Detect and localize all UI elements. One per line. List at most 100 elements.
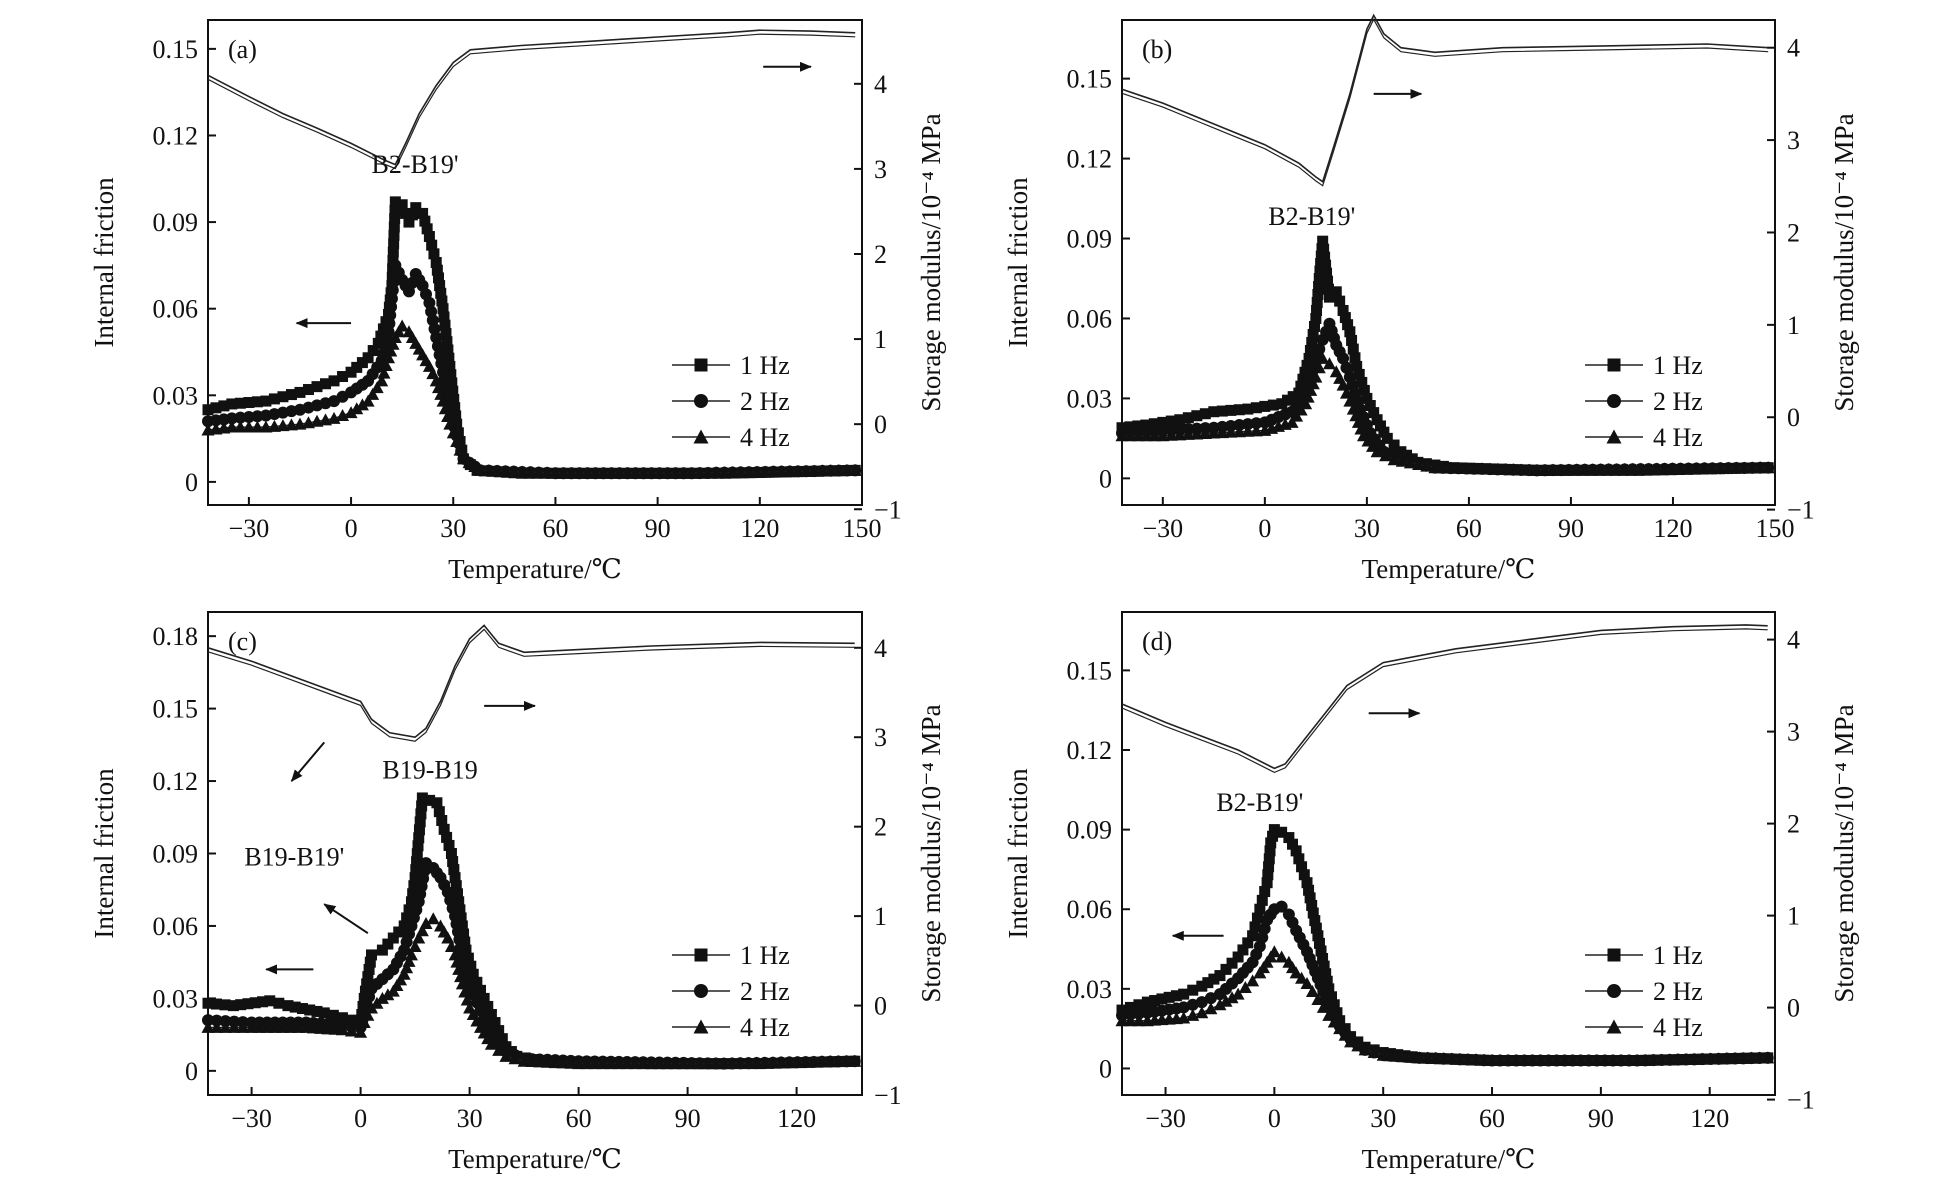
data-point [225, 420, 239, 433]
storage-modulus-series [207, 624, 855, 742]
data-point [389, 204, 401, 216]
data-point [1445, 1052, 1459, 1065]
data-point [1313, 272, 1325, 284]
data-point [1295, 971, 1309, 984]
data-point [410, 864, 422, 876]
data-point [414, 816, 426, 828]
data-point [1293, 853, 1305, 865]
data-point [384, 344, 398, 357]
data-point [1333, 1022, 1347, 1035]
legend-entry: 4 Hz [740, 423, 790, 452]
data-point [375, 991, 389, 1004]
legend-entry: 1 Hz [740, 941, 790, 970]
data-point [388, 221, 400, 233]
x-tick-label: 0 [354, 1104, 367, 1133]
data-point [1312, 288, 1324, 300]
data-point [1317, 235, 1329, 247]
data-point [1173, 428, 1187, 441]
data-point [1309, 370, 1323, 383]
y-left-tick-label: 0.18 [153, 622, 199, 651]
storage-modulus-line [1121, 13, 1769, 183]
data-point [337, 371, 349, 383]
y-left-tick-label: 0 [1099, 464, 1112, 493]
data-point [1395, 446, 1407, 458]
data-point [1429, 1051, 1443, 1064]
data-point [1275, 900, 1288, 913]
data-point [1316, 1000, 1330, 1013]
data-point [1259, 400, 1271, 412]
data-point [1310, 922, 1322, 934]
y-left-axis-label: Internal friction [1003, 177, 1033, 348]
data-point [1323, 983, 1335, 995]
plot-frame [1121, 611, 1776, 1096]
x-tick-label: 90 [645, 514, 671, 543]
data-point [440, 327, 452, 339]
data-point [1300, 977, 1314, 990]
data-point [428, 248, 440, 260]
data-point [1358, 1043, 1372, 1056]
data-point [1403, 456, 1417, 469]
data-point [264, 995, 276, 1007]
data-point [444, 360, 456, 372]
data-point [1191, 410, 1203, 422]
data-point [1247, 930, 1259, 942]
data-point [210, 1014, 223, 1027]
data-point [1283, 832, 1295, 844]
data-point [1322, 357, 1336, 370]
data-point [441, 931, 455, 944]
data-point [362, 352, 374, 364]
data-point [456, 920, 468, 932]
data-point [411, 856, 423, 868]
y-right-tick-label: 0 [1787, 403, 1800, 432]
data-point [465, 960, 477, 972]
data-point [1132, 420, 1144, 432]
data-point [218, 1020, 232, 1033]
data-point [424, 794, 436, 806]
data-point [201, 1020, 215, 1033]
legend-marker [693, 1019, 709, 1034]
legend-entry: 2 Hz [1653, 977, 1703, 1006]
data-point [1305, 985, 1319, 997]
data-point [436, 394, 450, 407]
y-right-tick-label: 4 [1787, 34, 1800, 63]
data-point [1299, 397, 1313, 410]
data-point [434, 280, 446, 292]
data-point [1225, 991, 1239, 1004]
data-point [1311, 296, 1323, 308]
data-point [448, 948, 462, 961]
legend-marker [694, 358, 708, 372]
data-point [1290, 845, 1302, 857]
data-point [1123, 429, 1137, 442]
data-point [1195, 996, 1208, 1009]
data-point [1242, 403, 1254, 415]
data-point [1367, 1046, 1381, 1059]
y-left-tick-label: 0.09 [1067, 816, 1113, 845]
data-point [1287, 838, 1299, 850]
data-point [1259, 886, 1271, 898]
y-left-tick-label: 0.06 [1067, 304, 1113, 333]
data-point [367, 345, 379, 357]
panel-label: (d) [1142, 627, 1172, 656]
data-point [243, 397, 255, 409]
legend-marker [694, 948, 708, 962]
data-point [1241, 424, 1255, 437]
data-point [435, 287, 447, 299]
data-point [454, 904, 466, 916]
data-point [1322, 283, 1334, 295]
data-point [1421, 1051, 1435, 1064]
data-point [471, 976, 483, 988]
data-point [441, 336, 453, 348]
data-point [1312, 930, 1324, 942]
data-point [462, 952, 474, 964]
y-left-tick-label: 0.09 [1067, 225, 1113, 254]
data-point [1246, 974, 1260, 987]
data-point [375, 330, 387, 342]
data-point [1395, 454, 1409, 467]
data-point [1361, 392, 1373, 404]
data-point [1275, 950, 1289, 963]
data-point [1232, 951, 1244, 963]
data-point [1208, 406, 1220, 418]
legend-entry: 1 Hz [1653, 941, 1703, 970]
data-point [1267, 399, 1279, 411]
